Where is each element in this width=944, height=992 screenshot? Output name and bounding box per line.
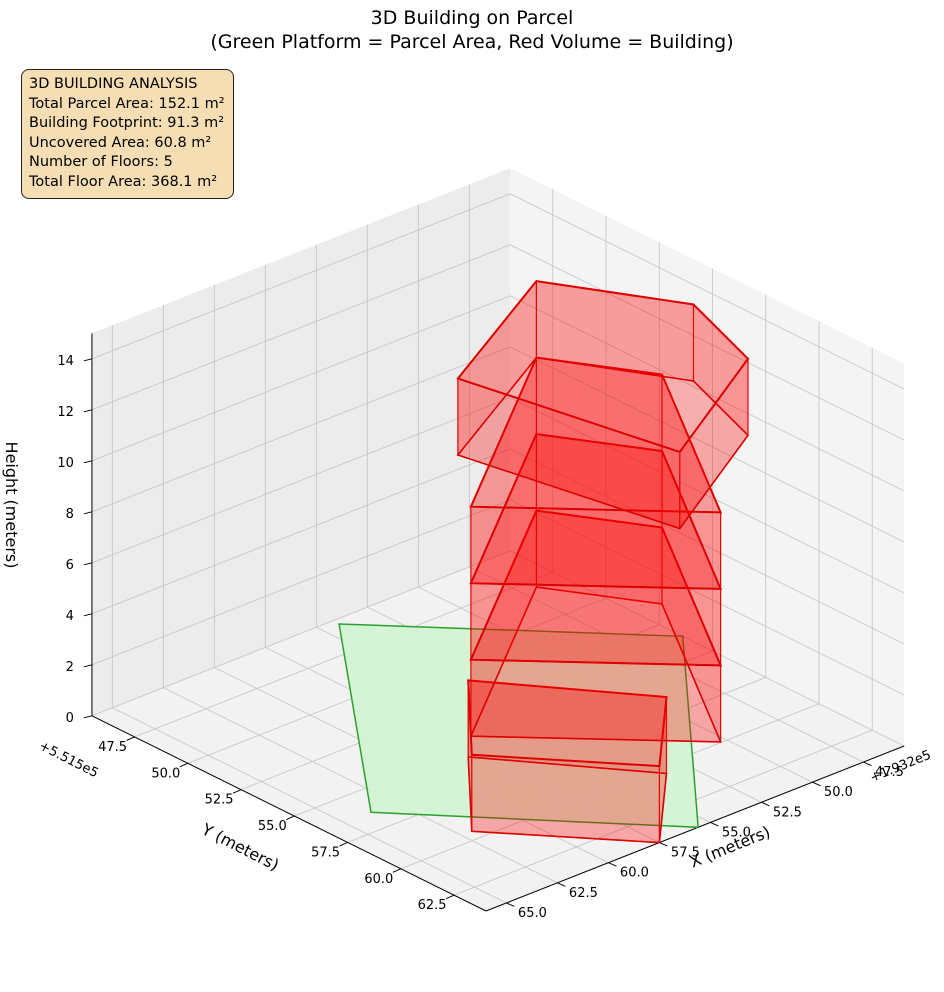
y-tick-label: 52.5 xyxy=(205,793,234,808)
grid-line-z-wall-y xyxy=(91,244,511,411)
grid-line-z-wall-x xyxy=(509,550,905,747)
parcel-platform xyxy=(338,623,700,829)
z-tick-mark xyxy=(83,562,93,566)
z-axis-label: Height (meters) xyxy=(2,442,21,569)
info-uncovered-area: Uncovered Area: 60.8 m² xyxy=(29,134,212,151)
y-tick-mark xyxy=(126,736,135,741)
grid-line-z-wall-x xyxy=(509,397,905,594)
chart-marks xyxy=(338,279,750,844)
grid-line-z-wall-x xyxy=(509,295,905,492)
grid-line-z-wall-x xyxy=(509,346,905,543)
x-tick-mark xyxy=(812,781,821,787)
floor-top xyxy=(456,280,750,454)
grid-line-z-wall-y xyxy=(91,397,511,564)
info-building-footprint: Building Footprint: 91.3 m² xyxy=(29,115,225,131)
grid-line-z-wall-y xyxy=(91,346,511,513)
z-tick-label: 12 xyxy=(57,405,74,420)
x-tick-mark xyxy=(710,821,719,827)
floor-base xyxy=(469,509,722,667)
z-tick-mark xyxy=(83,460,93,464)
x-tick-label: 47.5 xyxy=(875,765,904,780)
z-tick-mark xyxy=(83,409,93,413)
z-tick-label: 2 xyxy=(66,660,74,675)
chart-subtitle: (Green Platform = Parcel Area, Red Volum… xyxy=(210,31,734,53)
y-tick-mark xyxy=(286,815,295,821)
info-heading: 3D BUILDING ANALYSIS xyxy=(29,76,198,92)
z-tick-mark xyxy=(83,715,93,719)
z-tick-label: 10 xyxy=(57,456,74,471)
z-tick-mark xyxy=(83,613,93,617)
z-tick-mark xyxy=(83,511,93,515)
z-tick-label: 6 xyxy=(66,558,74,573)
building-floor-1 xyxy=(467,679,668,844)
back-pane-x xyxy=(510,168,905,747)
x-tick-mark xyxy=(506,902,515,907)
floor-base xyxy=(469,433,722,590)
grid-line-z-wall-y xyxy=(91,295,511,462)
y-tick-mark xyxy=(392,868,402,873)
analysis-info-box: 3D BUILDING ANALYSIS Total Parcel Area: … xyxy=(21,69,234,199)
x-tick-label: 55.0 xyxy=(722,825,751,840)
y-tick-label: 60.0 xyxy=(364,872,393,887)
axes xyxy=(83,333,905,912)
grid-line-z-wall-y xyxy=(91,448,511,615)
floor-top xyxy=(469,356,723,514)
grid-line-x-floor xyxy=(163,687,558,884)
grid-line-z-wall-y xyxy=(91,499,511,666)
x-tick-mark xyxy=(863,761,872,767)
y-tick-label: 47.5 xyxy=(98,740,127,755)
grid-line-z-wall-x xyxy=(509,448,905,645)
grid-line-z-wall-x xyxy=(509,499,905,696)
y-tick-label: 62.5 xyxy=(418,898,447,913)
x-axis-line xyxy=(485,745,905,912)
x-tick-mark xyxy=(761,801,770,807)
building-floor-2 xyxy=(469,509,723,743)
y-axis-line xyxy=(91,715,487,912)
x-tick-label: 57.5 xyxy=(671,846,700,861)
info-total-floor-area: Total Floor Area: 368.1 m² xyxy=(29,173,218,190)
grid-line-z-wall-y xyxy=(91,550,511,717)
x-tick-mark xyxy=(659,842,668,847)
grid-line-x-floor xyxy=(112,707,507,904)
floor-base xyxy=(467,756,668,844)
x-tick-mark xyxy=(557,882,566,887)
x-tick-mark xyxy=(608,862,617,867)
y-tick-mark xyxy=(179,762,189,768)
y-offset-label: +5.515e5 xyxy=(36,739,100,782)
floor-base xyxy=(456,356,750,530)
z-tick-mark xyxy=(83,358,93,362)
chart-title-block: 3D Building on Parcel (Green Platform = … xyxy=(0,6,944,54)
grid-line-z-wall-y xyxy=(91,193,511,360)
back-pane-y xyxy=(91,168,511,716)
y-tick-label: 50.0 xyxy=(151,766,180,781)
building-floor-4 xyxy=(469,356,723,590)
chart-title: 3D Building on Parcel xyxy=(370,7,574,29)
grid-line-z-wall-x xyxy=(509,244,905,441)
z-tick-label: 14 xyxy=(57,354,74,369)
y-tick-mark xyxy=(232,789,242,794)
z-tick-mark xyxy=(83,664,93,668)
y-tick-mark xyxy=(445,894,455,900)
x-tick-label: 62.5 xyxy=(569,886,598,901)
x-tick-label: 52.5 xyxy=(773,805,802,820)
z-tick-label: 4 xyxy=(66,609,74,624)
z-tick-label: 8 xyxy=(66,507,74,522)
x-tick-label: 50.0 xyxy=(824,785,853,800)
grid-line-z-wall-x xyxy=(509,193,905,390)
x-tick-label: 60.0 xyxy=(620,866,649,881)
floor-base xyxy=(469,586,722,743)
y-tick-mark xyxy=(339,841,348,847)
y-tick-label: 57.5 xyxy=(311,845,340,860)
z-tick-label: 0 xyxy=(66,711,74,726)
info-parcel-area: Total Parcel Area: 152.1 m² xyxy=(29,95,225,112)
y-tick-label: 55.0 xyxy=(258,819,287,834)
building-floor-5 xyxy=(456,279,750,531)
x-tick-label: 65.0 xyxy=(518,906,547,921)
info-number-of-floors: Number of Floors: 5 xyxy=(29,154,173,170)
building-floor-3 xyxy=(469,433,723,667)
